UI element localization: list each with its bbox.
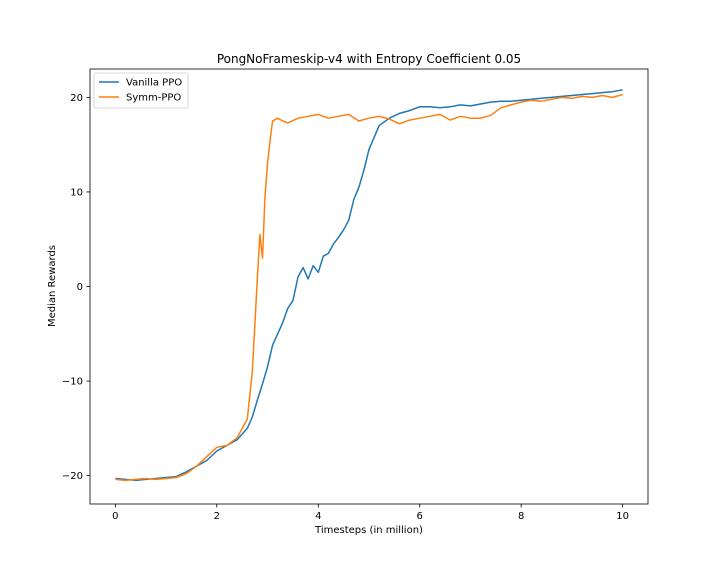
x-axis-label: Timesteps (in million) [314, 525, 423, 536]
legend-label: Symm-PPO [126, 93, 181, 104]
x-tick-label: 6 [417, 511, 423, 522]
plot-area: 0 2 4 6 8 10 −20 −10 0 10 20 [62, 68, 649, 522]
y-tick-label: 10 [70, 187, 83, 198]
series-line-vanilla-ppo [115, 89, 623, 482]
x-axis-ticks: 0 2 4 6 8 10 [112, 504, 629, 522]
chart-title: PongNoFrameskip-v4 with Entropy Coeffici… [217, 52, 521, 66]
y-tick-label: −20 [62, 471, 83, 482]
x-tick-label: 2 [214, 511, 220, 522]
series-layer [115, 89, 623, 482]
legend: Vanilla PPO Symm-PPO [93, 72, 189, 109]
plot-frame [89, 68, 649, 505]
x-tick-label: 10 [616, 511, 629, 522]
x-tick-label: 4 [315, 511, 321, 522]
x-tick-label: 8 [518, 511, 524, 522]
y-axis-ticks: −20 −10 0 10 20 [62, 93, 90, 482]
series-line-symm-ppo [115, 93, 623, 482]
y-tick-label: −10 [62, 377, 83, 388]
y-tick-label: 20 [70, 93, 83, 104]
legend-label: Vanilla PPO [126, 78, 182, 89]
y-axis-label: Median Rewards [47, 245, 58, 327]
y-tick-label: 0 [77, 282, 83, 293]
x-tick-label: 0 [112, 511, 118, 522]
